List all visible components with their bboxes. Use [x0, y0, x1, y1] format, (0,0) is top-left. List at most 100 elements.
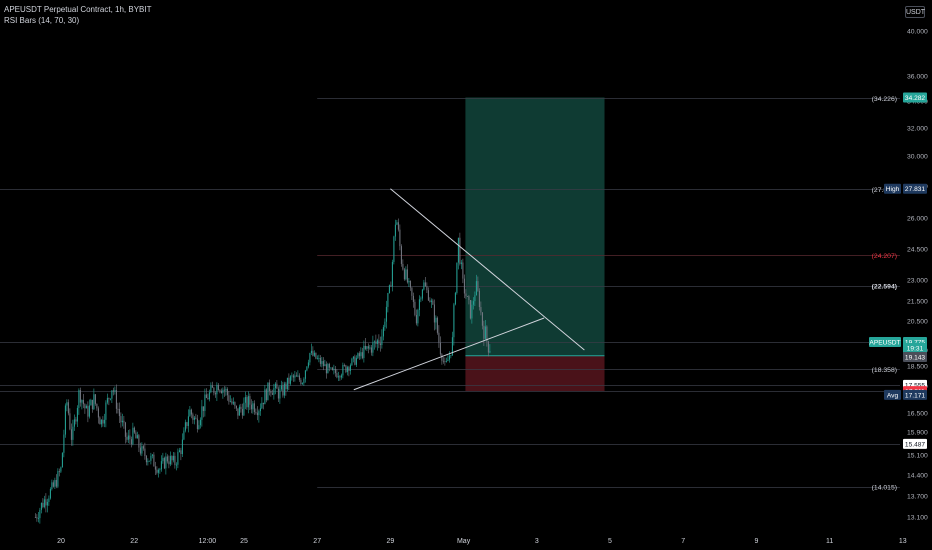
candle-body [184, 422, 186, 431]
y-axis-tick-label: 14.400 [907, 473, 928, 480]
candle-body [219, 390, 221, 391]
symbol-title[interactable]: APEUSDT Perpetual Contract, 1h, BYBIT [4, 5, 152, 14]
candle-body [286, 377, 288, 390]
candle-body [438, 332, 440, 343]
candle-body [135, 432, 137, 439]
trendline[interactable] [390, 188, 585, 351]
candle-body [298, 375, 300, 380]
candle-body [243, 402, 245, 416]
x-axis-tick-label: May [457, 538, 471, 545]
candle-body [120, 416, 122, 423]
y-axis-tick-label: 26.000 [907, 216, 928, 223]
candle-body [331, 367, 333, 371]
candle-body [400, 246, 402, 264]
candle-body [186, 422, 188, 426]
candle-body [100, 419, 102, 425]
x-axis-tick-label: 7 [681, 538, 685, 545]
price-tag-label: 19.143 [905, 355, 926, 362]
candle-body [175, 464, 177, 466]
candle-body [472, 301, 474, 305]
currency-button[interactable]: USDT [905, 6, 925, 18]
candle-body [241, 408, 243, 416]
candle-body [276, 383, 278, 389]
candle-body [105, 402, 107, 420]
candle-body [210, 385, 212, 393]
candle-body [114, 390, 116, 392]
candle-body [169, 456, 171, 465]
price-tag-label: 27.831 [905, 186, 926, 193]
candle-body [352, 356, 354, 359]
candle-body [465, 293, 467, 297]
x-axis-tick-label: 22 [130, 538, 138, 545]
candle-body [378, 340, 380, 344]
y-axis-tick-label: 36.000 [907, 74, 928, 81]
price-tag-box [903, 438, 927, 449]
candle-body [430, 300, 432, 302]
candle-body [379, 343, 381, 345]
candle-body [297, 375, 299, 377]
candle-body [240, 406, 242, 409]
candle-body [127, 435, 129, 440]
candle-body [453, 304, 455, 338]
candle-body [334, 368, 336, 374]
candle-body [103, 419, 105, 424]
level-price-label: (18.358) [872, 367, 897, 374]
candle-body [222, 389, 224, 394]
candle-body [387, 293, 389, 307]
candle-body [76, 407, 78, 422]
candle-body [364, 345, 366, 349]
x-axis-tick-label: 29 [387, 538, 395, 545]
x-axis-tick-label: 3 [535, 538, 539, 545]
price-tag-box [884, 183, 901, 194]
candle-body [321, 361, 323, 364]
candle-body [327, 363, 329, 374]
candle-body [75, 419, 77, 422]
candle-body [291, 375, 293, 377]
candle-body [85, 406, 87, 409]
candle-body [147, 460, 149, 463]
candle-body [409, 280, 411, 288]
indicator-title[interactable]: RSI Bars (14, 70, 30) [4, 16, 80, 25]
candle-body [160, 461, 162, 470]
candle-body [483, 325, 485, 339]
price-tag-label: 17.555 [905, 382, 926, 389]
candle-body [162, 457, 164, 462]
candle-body [301, 383, 303, 385]
candle-body [133, 427, 135, 433]
candle-body [469, 300, 471, 319]
candle-body [462, 262, 464, 279]
candle-body [454, 292, 456, 305]
candle-body [328, 363, 330, 368]
candle-body [369, 347, 371, 349]
x-axis-tick-label: 20 [57, 538, 65, 545]
candle-body [424, 282, 426, 287]
candle-body [313, 352, 315, 356]
candle-body [246, 397, 248, 408]
candle-body [198, 425, 200, 430]
candle-body [285, 383, 287, 390]
candle-body [439, 342, 441, 355]
candle-body [214, 393, 216, 395]
candle-body [90, 399, 92, 406]
candle-body [333, 368, 335, 371]
candle-body [166, 456, 168, 462]
candle-body [397, 222, 399, 230]
candle-body [367, 346, 369, 349]
candle-body [343, 365, 345, 366]
candle-body [426, 286, 428, 291]
candle-body [459, 237, 461, 264]
candle-body [136, 435, 138, 439]
candle-body [280, 385, 282, 390]
candle-body [466, 296, 468, 297]
candle-body [418, 299, 420, 311]
candle-body [171, 456, 173, 461]
level-price-label: (22.594) [872, 284, 897, 291]
candle-body [357, 353, 359, 359]
candle-body [405, 269, 407, 280]
trendline[interactable] [353, 317, 545, 391]
price-tag-box [903, 343, 927, 353]
candle-body [447, 359, 449, 362]
profit-zone[interactable] [465, 97, 605, 356]
candle-body [414, 301, 416, 315]
